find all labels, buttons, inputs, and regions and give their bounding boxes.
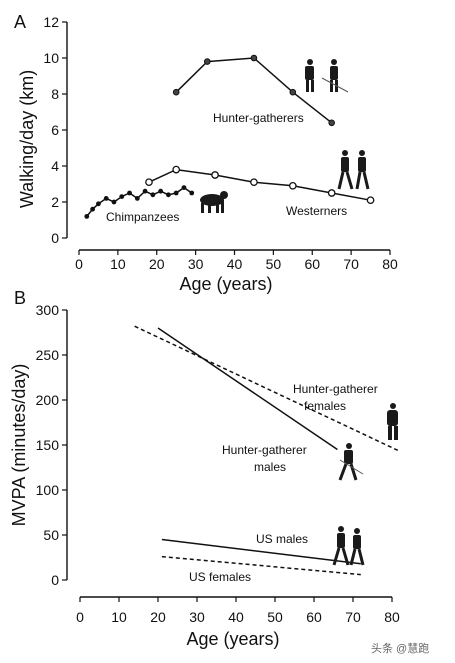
chimpanzees-point: [127, 190, 132, 196]
westerners-point: [211, 171, 219, 179]
panel-a-x-tick-label: 10: [110, 256, 126, 272]
hunter-gatherers-point: [203, 58, 211, 65]
westerners-line: [148, 168, 371, 201]
annotation-westerners: Westerners: [286, 204, 347, 218]
hunter-gatherer-males-line: [157, 327, 338, 451]
panel-b-y-tick-label: 100: [36, 482, 60, 498]
chimpanzees-point: [103, 196, 109, 201]
panel-a-y-axis-label: Walking/day (km): [17, 70, 37, 208]
westerners-point: [172, 165, 181, 174]
panel-b-x-tick-label: 20: [150, 609, 166, 625]
panel-b-y-tick-label: 0: [51, 572, 59, 588]
westerners-point: [145, 178, 153, 187]
panel-a-x-tick-label: 30: [188, 256, 204, 272]
chimpanzees-point: [134, 196, 140, 201]
hunter-gatherers-point: [328, 119, 335, 127]
panel-a-x-tick-label: 20: [149, 256, 165, 272]
westerners-point: [366, 196, 375, 205]
panel-b-x-tick-label: 50: [267, 609, 283, 625]
panel-a-x-tick-label: 70: [343, 256, 359, 272]
panel-b-y-tick-label: 150: [36, 437, 60, 453]
panel-a-chart: A Walking/day (km) Age (years) 0 2 4 6 8 10 12…: [14, 12, 398, 294]
westerners-point: [327, 189, 336, 197]
panel-a-y-tick-label: 0: [51, 230, 59, 246]
panel-a-y-tick-label: 12: [43, 14, 59, 30]
panel-b-x-tick-label: 10: [111, 609, 127, 625]
panel-b-x-axis-label: Age (years): [186, 629, 279, 649]
chimpanzees-point: [111, 199, 117, 205]
annotation-hg-males-line1: Hunter-gatherer: [222, 443, 307, 457]
panel-a-y-tick-label: 2: [51, 194, 59, 210]
panel-b-y-tick-label: 250: [36, 347, 60, 363]
hunter-gatherer-female-silhouette-icon: [387, 403, 398, 440]
us-walkers-silhouette-icon: [332, 526, 365, 566]
panel-b-y-axis-label: MVPA (minutes/day): [9, 364, 29, 527]
panel-a-y-tick-label: 8: [51, 86, 59, 102]
panel-b-y-tick-label: 50: [43, 527, 59, 543]
chimpanzees-point: [189, 190, 195, 196]
watermark: 头条 @慧跑: [371, 641, 429, 655]
us-males-line: [161, 538, 361, 565]
annotation-hg-females-line2: females: [304, 399, 346, 413]
hunter-gatherer-male-silhouette-icon: [338, 443, 364, 481]
hunter-gatherers-point: [250, 54, 258, 62]
panel-b-x-tick-label: 80: [384, 609, 400, 625]
chimpanzees-point: [96, 201, 101, 207]
panel-b-chart: B MVPA (minutes/day) Age (years) 0501001…: [9, 288, 401, 649]
panel-b-label: B: [14, 288, 26, 308]
panel-a-x-tick-label: 80: [382, 256, 398, 272]
panel-b-y-tick-label: 300: [36, 302, 60, 318]
chimpanzees-point: [90, 206, 96, 212]
panel-b-x-tick-label: 60: [306, 609, 322, 625]
annotation-hunter-gatherers: Hunter-gatherers: [213, 111, 304, 125]
chimpanzees-point: [181, 185, 187, 191]
hunter-gatherer-couple-silhouette-icon: [305, 59, 349, 93]
annotation-us-males: US males: [256, 532, 308, 546]
annotation-us-females: US females: [189, 570, 251, 584]
chimpanzees-point: [158, 188, 164, 194]
hunter-gatherers-point: [172, 88, 180, 96]
chimpanzee-silhouette-icon: [200, 191, 228, 213]
chimpanzees-point: [84, 214, 90, 219]
westerners-point: [250, 178, 258, 187]
us-females-line: [161, 555, 361, 576]
western-walkers-silhouette-icon: [337, 150, 370, 190]
westerners-point: [288, 181, 297, 190]
panel-a-y-tick-label: 10: [43, 50, 59, 66]
panel-a-y-tick-label: 6: [51, 122, 59, 138]
annotation-chimpanzees: Chimpanzees: [106, 210, 179, 224]
chimpanzees-point: [166, 192, 171, 198]
panel-a-x-tick-label: 40: [227, 256, 243, 272]
panel-b-x-tick-label: 40: [228, 609, 244, 625]
panel-a-x-axis-label: Age (years): [179, 274, 272, 294]
hunter-gatherers-point: [289, 88, 297, 96]
panel-b-y-tick-label: 200: [36, 392, 60, 408]
annotation-hg-females-line1: Hunter-gatherer: [293, 382, 378, 396]
panel-a-label: A: [14, 12, 26, 32]
panel-a-x-tick-label: 50: [266, 256, 282, 272]
panel-a-x-tick-label: 0: [75, 256, 83, 272]
panel-a-y-tick-label: 4: [51, 158, 59, 174]
chimpanzees-point: [142, 188, 148, 194]
panel-b-x-tick-label: 0: [76, 609, 84, 625]
panel-a-x-tick-label: 60: [304, 256, 320, 272]
panel-b-x-tick-label: 70: [345, 609, 361, 625]
chimpanzees-point: [150, 192, 156, 198]
panel-b-x-tick-label: 30: [189, 609, 205, 625]
chimpanzees-point: [173, 190, 179, 196]
chimpanzees-point: [119, 194, 125, 200]
annotation-hg-males-line2: males: [254, 460, 286, 474]
